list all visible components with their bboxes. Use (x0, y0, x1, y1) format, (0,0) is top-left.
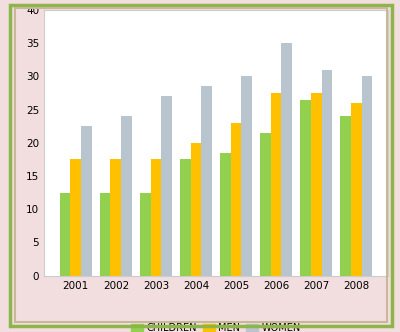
Bar (351, 103, 362, 276)
Bar (300, 100, 311, 276)
Bar (110, 159, 121, 276)
Legend: CHILDREN, MEN, WOMEN: CHILDREN, MEN, WOMEN (127, 319, 305, 332)
Bar (180, 159, 190, 276)
Bar (260, 133, 271, 276)
Bar (282, 43, 292, 276)
Bar (201, 86, 212, 276)
Bar (190, 143, 201, 276)
Bar (140, 193, 150, 276)
Bar (362, 76, 372, 276)
Bar (311, 93, 322, 276)
Bar (271, 93, 282, 276)
Bar (150, 159, 161, 276)
Bar (100, 193, 110, 276)
Bar (340, 116, 351, 276)
Bar (60, 193, 70, 276)
Bar (81, 126, 92, 276)
Bar (220, 153, 231, 276)
Bar (121, 116, 132, 276)
Bar (322, 70, 332, 276)
Bar (70, 159, 81, 276)
Bar (161, 96, 172, 276)
Bar (231, 123, 242, 276)
Bar (242, 76, 252, 276)
